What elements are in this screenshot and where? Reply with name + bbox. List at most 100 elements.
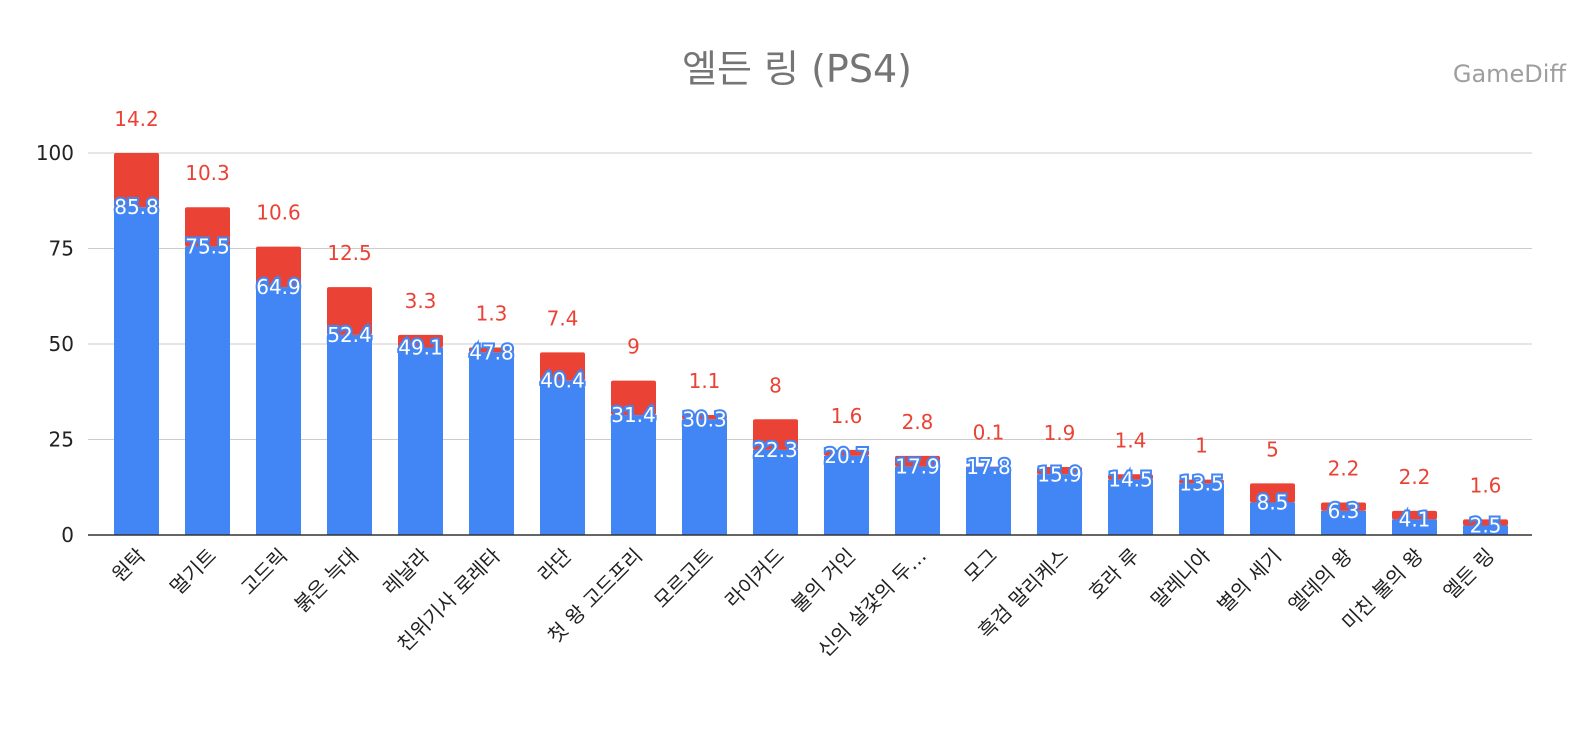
y-tick-label: 25 [49,428,74,452]
data-label-series-2: 5 [1266,437,1279,461]
x-tick-label: 모르고트 [649,544,718,613]
bar-segment-series-1 [753,449,798,535]
bar-segment-series-2 [185,207,230,247]
bar-segment-series-1 [114,207,159,535]
data-label-series-1: 22.3 [753,438,798,462]
data-label-series-2: 2.2 [1328,457,1360,481]
data-label-series-2: 12.5 [327,241,372,265]
data-label-series-2: 1 [1195,434,1208,458]
data-label-series-2: 14.2 [114,107,159,131]
data-label-series-1: 17.8 [966,455,1011,479]
data-label-series-2: 8 [769,373,782,397]
x-tick-label: 붉은 늑대 [290,544,364,618]
x-tick-label: 엘데의 왕 [1284,544,1358,618]
bar-segment-series-1 [1463,525,1508,535]
bar-segment-series-1 [1321,510,1366,535]
x-tick-label: 라이커드 [720,544,789,613]
bar-segment-series-1 [398,347,443,535]
bar-segment-series-1 [1250,502,1295,535]
data-label-series-1: 15.9 [1037,462,1082,486]
data-label-series-2: 0.1 [973,421,1005,445]
data-label-series-1: 52.4 [327,323,372,347]
bar-segment-series-2 [398,334,443,348]
x-tick-label: 엘든 링 [1439,544,1500,605]
x-tick-label: 레날라 [378,544,434,600]
data-label-series-1: 75.5 [185,235,230,259]
bar-segment-series-1 [1037,474,1082,535]
bar-segment-series-2 [1392,510,1437,520]
data-label-series-1: 47.8 [469,340,514,364]
x-tick-label: 호라 루 [1084,544,1145,605]
data-label-series-2: 9 [627,335,640,359]
bar-segment-series-1 [256,287,301,535]
bar-segment-series-2 [611,380,656,416]
x-tick-label: 고드릭 [236,544,292,600]
data-label-series-1: 6.3 [1328,499,1360,523]
data-label-series-2: 10.3 [185,161,230,185]
y-tick-label: 100 [36,141,74,165]
bar-segment-series-1 [824,455,869,535]
bar-segment-series-2 [1321,502,1366,511]
bar-segment-series-1 [1108,479,1153,535]
x-tick-label: 멀기트 [165,544,221,600]
bar-segment-series-2 [1179,479,1224,484]
x-tick-label: 원탁 [107,544,150,587]
bar-segment-series-1 [540,380,585,535]
x-tick-label: 라단 [533,544,576,587]
data-label-series-2: 1.1 [689,369,721,393]
data-label-series-2: 1.6 [831,404,863,428]
watermark: GameDiff [1452,60,1566,88]
chart-title: 엘든 링 (PS4) [682,47,912,91]
bar-segment-series-2 [540,352,585,381]
data-label-series-1: 40.4 [540,369,585,393]
bar-segment-series-2 [469,347,514,353]
data-label-series-2: 1.9 [1044,421,1076,445]
bar-segment-series-1 [682,419,727,535]
bar-segment-series-1 [469,352,514,535]
data-label-series-1: 4.1 [1399,507,1431,531]
bar-segment-series-2 [1463,519,1508,526]
data-label-series-1: 30.3 [682,407,727,431]
data-label-series-2: 7.4 [547,306,579,330]
data-label-series-1: 20.7 [824,444,869,468]
bar-segment-series-2 [1108,474,1153,480]
bar-segment-series-1 [1392,519,1437,535]
data-label-series-1: 8.5 [1257,491,1289,515]
data-label-series-1: 49.1 [398,335,443,359]
x-tick-label: 불의 거인 [787,544,861,618]
data-label-series-1: 14.5 [1108,468,1153,492]
y-tick-label: 0 [61,523,74,547]
data-label-series-1: 2.5 [1470,513,1502,537]
bar-segment-series-2 [824,449,869,456]
data-label-series-2: 10.6 [256,201,301,225]
bar-segment-series-2 [753,419,798,450]
data-label-series-1: 13.5 [1179,471,1224,495]
data-label-series-2: 2.2 [1399,465,1431,489]
data-label-series-1: 64.9 [256,275,301,299]
bar-segment-series-2 [895,455,940,467]
bar-segment-series-1 [966,467,1011,535]
bar-segment-series-2 [1037,467,1082,475]
data-label-series-2: 2.8 [902,410,934,434]
data-label-series-2: 1.3 [476,301,508,325]
bar-segment-series-2 [114,153,159,208]
x-tick-label: 모그 [959,544,1002,587]
data-label-series-2: 1.6 [1470,473,1502,497]
y-tick-label: 75 [49,237,74,261]
bar-segment-series-1 [895,466,940,535]
y-tick-label: 50 [49,332,74,356]
bar-segment-series-2 [256,246,301,288]
bar-segment-series-1 [1179,483,1224,535]
data-label-series-2: 1.4 [1115,428,1147,452]
bar-segment-series-2 [682,415,727,420]
bar-segment-series-1 [327,334,372,535]
x-tick-label: 말레니아 [1146,544,1215,613]
bar-segment-series-2 [327,287,372,335]
data-label-series-2: 3.3 [405,289,437,313]
bar-segment-series-2 [1250,483,1295,503]
data-label-series-1: 85.8 [114,195,159,219]
data-label-series-1: 17.9 [895,455,940,479]
bar-segment-series-1 [185,246,230,535]
